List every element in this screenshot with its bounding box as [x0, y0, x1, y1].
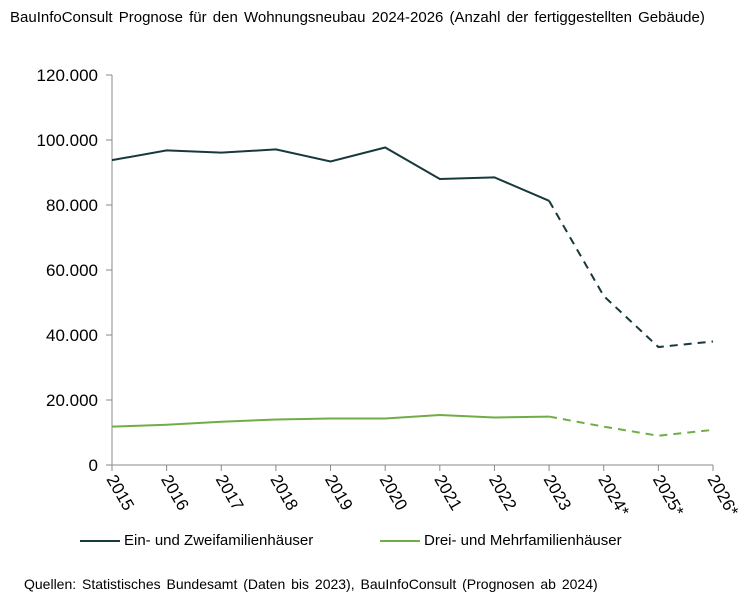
legend-item-drei-mehr: Drei- und Mehrfamilienhäuser [380, 532, 622, 549]
x-tick-label: 2016 [157, 472, 192, 514]
y-tick-label: 20.000 [46, 391, 98, 410]
x-tick-label: 2015 [103, 472, 138, 514]
line-chart: 0 20.000 40.000 60.000 80.000 100.000 120.000 2… [37, 66, 743, 520]
chart-title: BauInfoConsult Prognose für den Wohnungs… [10, 9, 705, 26]
y-tick-label: 40.000 [46, 326, 98, 345]
source-note: Quellen: Statistisches Bundesamt (Daten … [24, 576, 598, 592]
x-tick-label: 2025* [649, 472, 688, 520]
legend-swatch-ein-zwei [80, 539, 120, 542]
x-tick-label: 2026* [704, 472, 743, 520]
y-tick-label: 120.000 [37, 66, 98, 85]
legend-item-ein-zwei: Ein- und Zweifamilienhäuser [80, 532, 313, 549]
x-tick-label: 2018 [266, 472, 301, 514]
series-0-forecast-line [548, 200, 714, 349]
y-tick-label: 80.000 [46, 196, 98, 215]
series-1-forecast-line [548, 415, 714, 437]
legend-label-drei-mehr: Drei- und Mehrfamilienhäuser [424, 532, 622, 549]
legend-label-ein-zwei: Ein- und Zweifamilienhäuser [124, 532, 314, 549]
x-tick-label: 2020 [376, 472, 411, 514]
series-0-line [111, 146, 550, 202]
x-tick-label: 2023 [540, 472, 575, 514]
y-tick-label: 0 [89, 456, 98, 475]
y-tick-label: 60.000 [46, 261, 98, 280]
x-tick-label: 2019 [321, 472, 356, 514]
x-tick-label: 2024* [594, 472, 633, 520]
x-tick-label: 2017 [212, 472, 247, 514]
x-tick-label: 2021 [430, 472, 465, 514]
x-tick-label: 2022 [485, 472, 520, 514]
legend-swatch-drei-mehr [380, 539, 420, 542]
series-1-line [111, 413, 550, 428]
y-tick-label: 100.000 [37, 131, 98, 150]
